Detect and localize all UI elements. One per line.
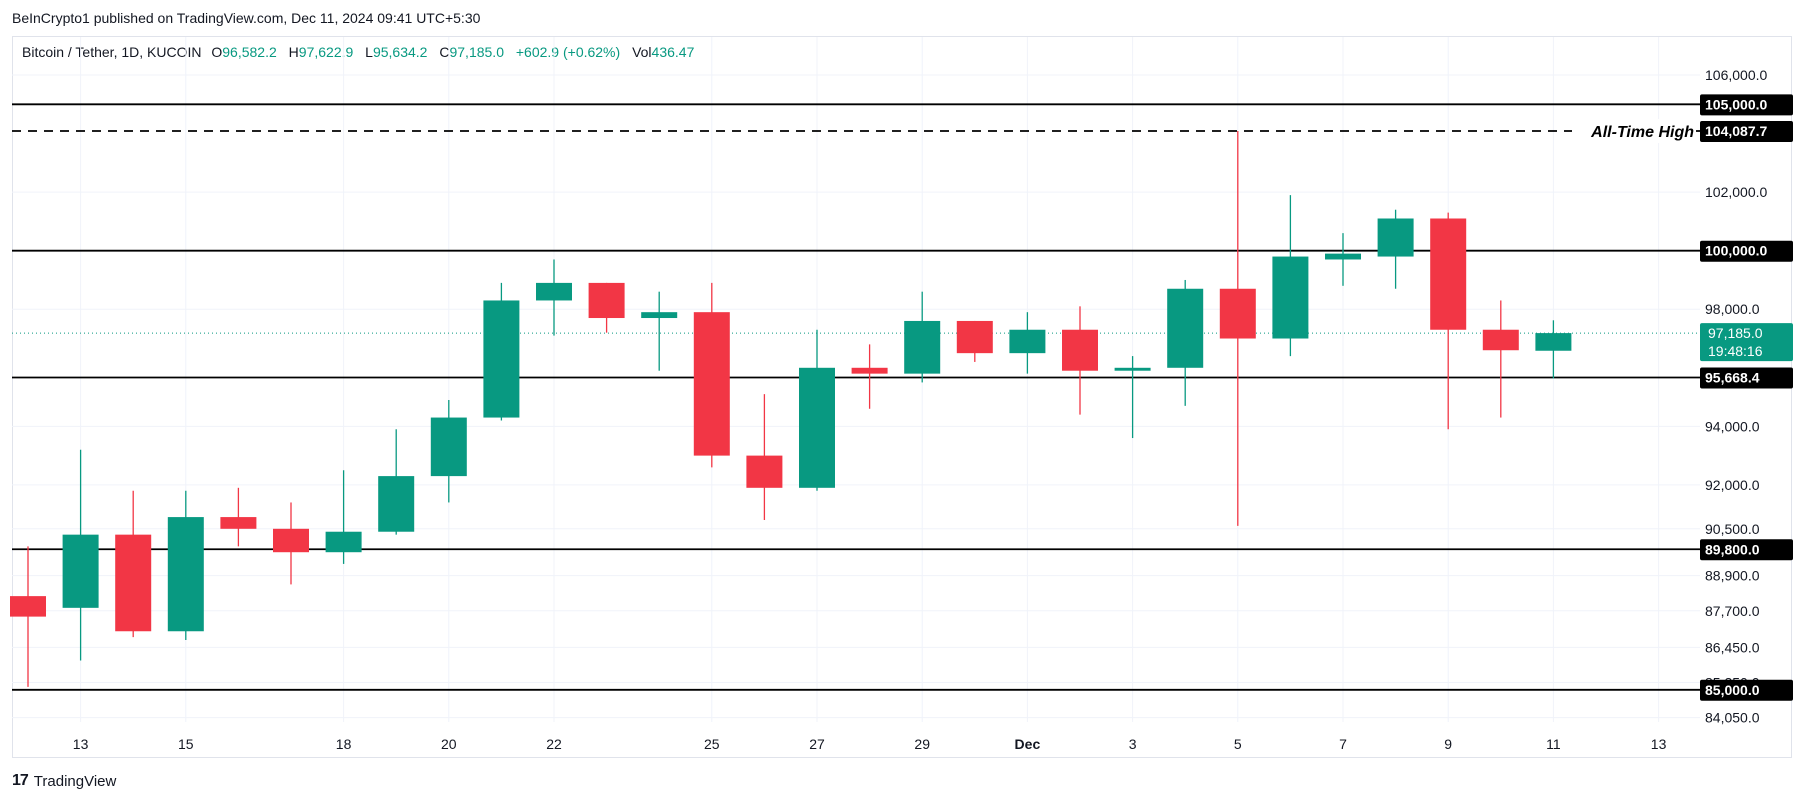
tradingview-logo-icon: 17 <box>12 772 29 789</box>
open-value: 96,582.2 <box>222 44 277 60</box>
volume-value: 436.47 <box>651 44 695 60</box>
open-key: O <box>211 44 223 60</box>
high-key: H <box>288 44 299 60</box>
published-by-text: BeInCrypto1 published on TradingView.com… <box>12 10 481 26</box>
low-value: 95,634.2 <box>372 44 428 60</box>
low-key: L <box>365 44 373 60</box>
footer-brand[interactable]: 17 TradingView <box>12 772 116 790</box>
high-value: 97,622.9 <box>298 44 354 60</box>
brand-name: TradingView <box>33 772 117 790</box>
close-value: 97,185.0 <box>449 44 504 60</box>
symbol-label[interactable]: Bitcoin / Tether, 1D, KUCOIN <box>22 44 202 60</box>
ohlc-legend: Bitcoin / Tether, 1D, KUCOIN O96,582.2 H… <box>22 44 702 60</box>
chart-frame <box>12 36 1792 758</box>
volume-key: Vol <box>632 44 652 60</box>
change-value: +602.9 (+0.62%) <box>515 44 621 60</box>
close-key: C <box>439 44 450 60</box>
